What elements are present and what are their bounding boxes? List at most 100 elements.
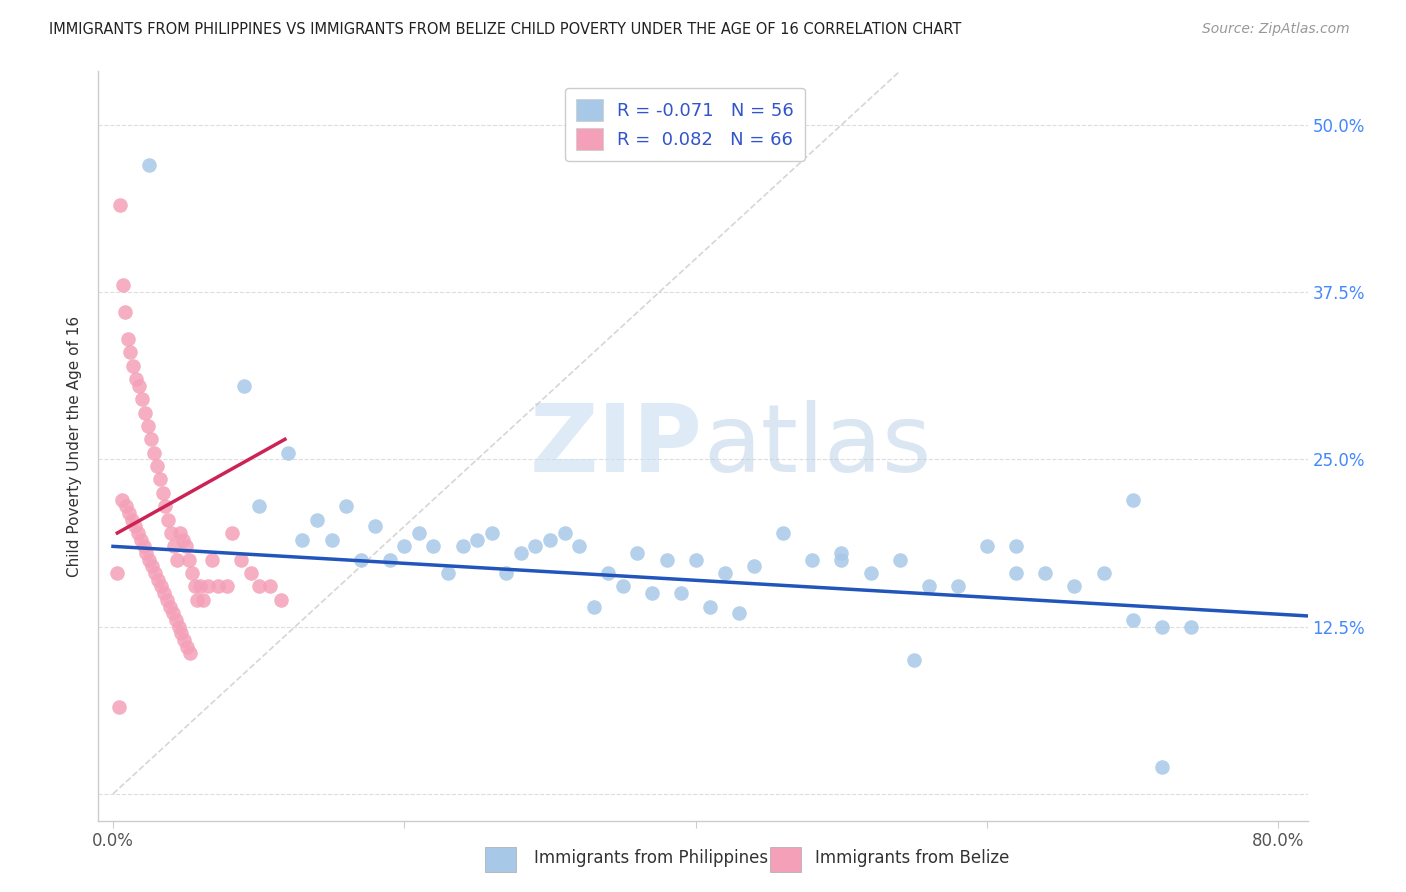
Point [215, 580, 238, 594]
Point [127, 526, 149, 541]
Point [125, 372, 148, 386]
Point [221, 526, 243, 541]
Point [1122, 492, 1144, 507]
Point [626, 546, 648, 560]
Point [364, 519, 387, 533]
Point [233, 379, 256, 393]
Point [177, 553, 200, 567]
Point [1180, 620, 1202, 634]
Point [728, 607, 751, 621]
Text: IMMIGRANTS FROM PHILIPPINES VS IMMIGRANTS FROM BELIZE CHILD POVERTY UNDER THE AG: IMMIGRANTS FROM PHILIPPINES VS IMMIGRANT… [49, 22, 962, 37]
Point [259, 580, 281, 594]
Point [321, 533, 343, 547]
Point [170, 626, 193, 640]
Point [889, 553, 911, 567]
Point [176, 640, 198, 654]
Point [1005, 539, 1028, 553]
Point [231, 553, 253, 567]
Point [131, 392, 153, 407]
Y-axis label: Child Poverty Under the Age of 16: Child Poverty Under the Age of 16 [67, 316, 83, 576]
Text: atlas: atlas [703, 400, 931, 492]
Point [394, 539, 416, 553]
Point [699, 599, 721, 614]
Point [172, 533, 194, 547]
Point [112, 278, 135, 293]
Point [114, 305, 136, 319]
Text: Immigrants from Philippines: Immigrants from Philippines [534, 849, 769, 867]
Point [335, 500, 357, 514]
Point [152, 485, 174, 500]
Point [105, 566, 128, 581]
Point [946, 580, 969, 594]
Point [183, 580, 205, 594]
Point [669, 586, 692, 600]
Point [201, 553, 224, 567]
Point [742, 559, 765, 574]
Point [1122, 613, 1144, 627]
Point [153, 586, 176, 600]
Point [139, 433, 162, 447]
Point [422, 539, 444, 553]
Point [350, 553, 373, 567]
Point [121, 512, 143, 526]
Point [714, 566, 737, 581]
Point [174, 539, 197, 553]
Point [247, 500, 270, 514]
Point [568, 539, 591, 553]
Point [169, 526, 191, 541]
Point [159, 599, 181, 614]
Point [115, 500, 138, 514]
Point [291, 533, 314, 547]
Point [918, 580, 941, 594]
Point [685, 553, 707, 567]
Point [138, 158, 160, 172]
Point [146, 573, 169, 587]
Point [156, 593, 179, 607]
Point [378, 553, 401, 567]
Point [173, 633, 195, 648]
Point [830, 553, 852, 567]
Point [524, 539, 547, 553]
Point [1033, 566, 1056, 581]
Point [554, 526, 576, 541]
Point [1150, 760, 1173, 774]
Point [582, 599, 605, 614]
Point [1063, 580, 1085, 594]
Point [132, 539, 155, 553]
Point [145, 459, 167, 474]
Point [598, 566, 620, 581]
Point [179, 646, 201, 660]
Point [1092, 566, 1115, 581]
Point [193, 593, 215, 607]
Point [134, 406, 156, 420]
Point [1005, 566, 1028, 581]
Point [162, 607, 184, 621]
Point [772, 526, 794, 541]
Point [110, 198, 132, 212]
Point [122, 359, 145, 373]
Point [118, 506, 141, 520]
Point [129, 533, 152, 547]
Point [465, 533, 488, 547]
Point [163, 539, 186, 553]
Point [207, 580, 229, 594]
Point [509, 546, 531, 560]
Point [124, 519, 146, 533]
Point [157, 512, 180, 526]
Point [451, 539, 474, 553]
Point [538, 533, 561, 547]
Point [641, 586, 664, 600]
Point [128, 379, 150, 393]
Text: ZIP: ZIP [530, 400, 703, 492]
Point [437, 566, 460, 581]
Point [117, 332, 139, 346]
Point [180, 566, 202, 581]
Point [138, 553, 160, 567]
Point [240, 566, 263, 581]
Point [165, 613, 187, 627]
Point [305, 512, 328, 526]
Point [830, 546, 852, 560]
Point [136, 419, 159, 434]
Text: Source: ZipAtlas.com: Source: ZipAtlas.com [1202, 22, 1350, 37]
Point [655, 553, 678, 567]
